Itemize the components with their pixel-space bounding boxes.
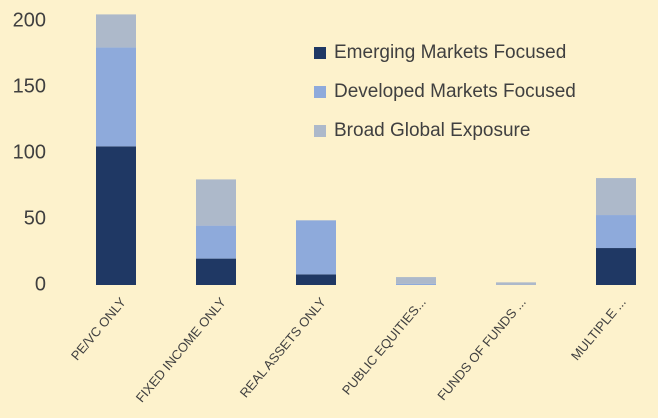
bar-segment	[96, 47, 136, 147]
bar-segment	[196, 225, 236, 259]
legend-label: Emerging Markets Focused	[334, 42, 566, 63]
legend-swatch	[314, 125, 326, 137]
bar-segment	[396, 277, 436, 284]
bar-segment	[496, 282, 536, 285]
bar-segment	[296, 274, 336, 285]
bar-segment	[96, 146, 136, 285]
bar-segment	[596, 178, 636, 216]
bar-segment	[96, 14, 136, 48]
legend-label: Developed Markets Focused	[334, 81, 576, 102]
legend-swatch	[314, 47, 326, 59]
legend-swatch	[314, 86, 326, 98]
y-tick-label: 200	[13, 9, 46, 31]
legend-label: Broad Global Exposure	[334, 120, 530, 141]
y-tick-label: 100	[13, 141, 46, 163]
bar-segment	[196, 179, 236, 226]
y-tick-label: 0	[35, 273, 46, 295]
bar-segment	[596, 248, 636, 285]
y-tick-label: 50	[24, 207, 46, 229]
bar-segment	[396, 283, 436, 285]
bar-segment	[296, 220, 336, 275]
bar-segment	[596, 215, 636, 249]
bar-segment	[196, 258, 236, 285]
y-tick-label: 150	[13, 75, 46, 97]
